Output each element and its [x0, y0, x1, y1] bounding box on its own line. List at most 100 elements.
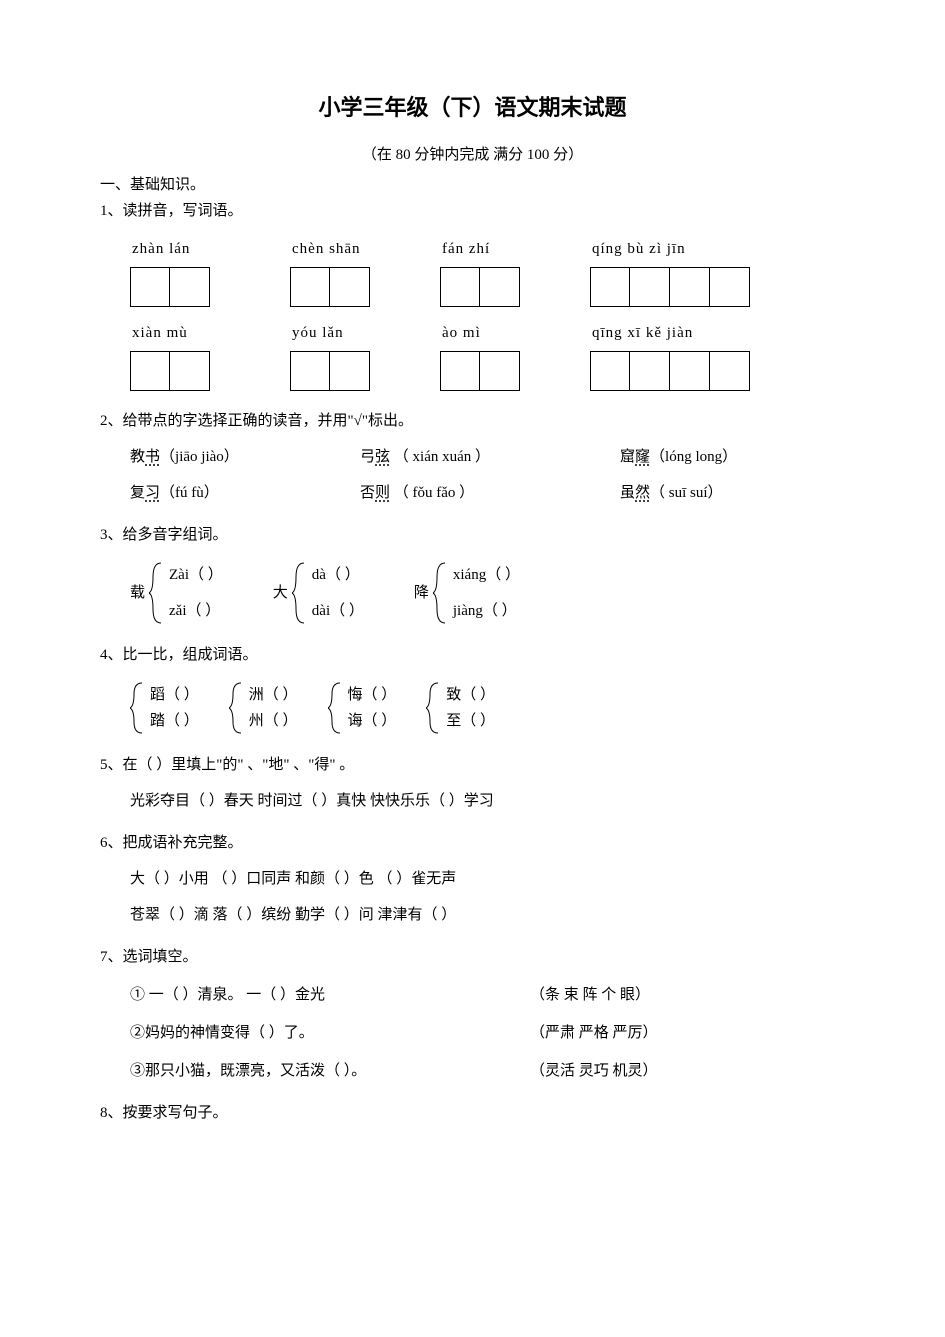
- pinyin: chèn shān: [290, 237, 361, 261]
- page-subtitle: （在 80 分钟内完成 满分 100 分）: [100, 143, 845, 167]
- q3-bot: jiàng（ ）: [453, 599, 520, 623]
- q3-opts: xiáng（ ） jiàng（ ）: [453, 563, 520, 623]
- q2-row2: 复习（fú fù） 否则 （ fǒu fǎo ） 虽然（ suī suí）: [130, 481, 845, 505]
- q4-row: 蹈（ ） 踏（ ） 洲（ ） 州（ ） 悔（ ） 诲（ ）: [130, 681, 845, 735]
- char-box[interactable]: [590, 267, 630, 307]
- q7-line1: ① 一（ ）清泉。 一（ ）金光 （条 束 阵 个 眼）: [130, 983, 845, 1007]
- q7-right: （灵活 灵巧 机灵）: [530, 1059, 658, 1083]
- char-box[interactable]: [290, 267, 330, 307]
- q6-label: 6、把成语补充完整。: [100, 831, 845, 855]
- char-box[interactable]: [290, 351, 330, 391]
- q2-opts: （ xián xuán ）: [390, 449, 490, 465]
- q2-dot: 习: [145, 485, 160, 501]
- q2-pre: 虽: [620, 485, 635, 501]
- char-box[interactable]: [130, 351, 170, 391]
- q3-top: dà（ ）: [312, 563, 364, 587]
- char-box[interactable]: [170, 351, 210, 391]
- char-box[interactable]: [670, 267, 710, 307]
- pinyin: ào mì: [440, 321, 481, 345]
- q4-group: 悔（ ） 诲（ ）: [328, 681, 397, 735]
- q2-opts: （fú fù）: [160, 485, 219, 501]
- q4-opts: 悔（ ） 诲（ ）: [348, 683, 397, 733]
- q5-label: 5、在（ ）里填上"的" 、"地" 、"得" 。: [100, 753, 845, 777]
- brace-icon: [433, 561, 447, 625]
- q2-opts: （lóng long）: [650, 449, 737, 465]
- q4-bot: 诲（ ）: [348, 709, 397, 733]
- q1-r1-g4: qíng bù zì jīn: [590, 237, 810, 307]
- char-box[interactable]: [170, 267, 210, 307]
- q3-opts: dà（ ） dài（ ）: [312, 563, 364, 623]
- q2-dot: 窿: [635, 449, 650, 465]
- q3-opts: Zài（ ） zǎi（ ）: [169, 563, 223, 623]
- q3-group: 降 xiáng（ ） jiàng（ ）: [414, 561, 520, 625]
- char-box[interactable]: [590, 351, 630, 391]
- section-1-heading: 一、基础知识。: [100, 173, 845, 197]
- char-box[interactable]: [440, 351, 480, 391]
- char-box[interactable]: [330, 351, 370, 391]
- brace-icon: [149, 561, 163, 625]
- q3-char: 载: [130, 581, 145, 605]
- char-box[interactable]: [670, 351, 710, 391]
- q7-right: （严肃 严格 严厉）: [530, 1021, 658, 1045]
- q2-item: 窟窿（lóng long）: [620, 445, 737, 469]
- char-box[interactable]: [130, 267, 170, 307]
- q3-char: 大: [273, 581, 288, 605]
- q1-r1-g1: zhàn lán: [130, 237, 290, 307]
- q1-row2: xiàn mù yóu lǎn ào mì qīng xī kě jiàn: [130, 321, 845, 391]
- q7-left: ③那只小猫，既漂亮，又活泼（ ）。: [130, 1059, 530, 1083]
- q7-line3: ③那只小猫，既漂亮，又活泼（ ）。 （灵活 灵巧 机灵）: [130, 1059, 845, 1083]
- q4-group: 洲（ ） 州（ ）: [229, 681, 298, 735]
- q4-opts: 洲（ ） 州（ ）: [249, 683, 298, 733]
- q3-group: 大 dà（ ） dài（ ）: [273, 561, 364, 625]
- q2-opts: （jiāo jiào）: [160, 449, 239, 465]
- q2-pre: 教: [130, 449, 145, 465]
- q1-r2-g3: ào mì: [440, 321, 590, 391]
- q4-top: 致（ ）: [446, 683, 495, 707]
- q2-item: 教书（jiāo jiào）: [130, 445, 360, 469]
- q1-label: 1、读拼音，写词语。: [100, 199, 845, 223]
- q7-right: （条 束 阵 个 眼）: [530, 983, 650, 1007]
- pinyin: fán zhí: [440, 237, 490, 261]
- char-box[interactable]: [710, 351, 750, 391]
- q7-label: 7、选词填空。: [100, 945, 845, 969]
- brace-icon: [130, 681, 144, 735]
- q2-row1: 教书（jiāo jiào） 弓弦 （ xián xuán ） 窟窿（lóng l…: [130, 445, 845, 469]
- char-box[interactable]: [630, 267, 670, 307]
- q2-dot: 则: [375, 485, 390, 501]
- q4-top: 蹈（ ）: [150, 683, 199, 707]
- q2-opts: （ suī suí）: [650, 485, 723, 501]
- char-box[interactable]: [710, 267, 750, 307]
- q2-item: 复习（fú fù）: [130, 481, 360, 505]
- q4-label: 4、比一比，组成词语。: [100, 643, 845, 667]
- q6-row1: 大（ ）小用 （ ）口同声 和颜（ ）色 （ ）雀无声: [130, 867, 845, 891]
- q3-top: Zài（ ）: [169, 563, 223, 587]
- q3-group: 载 Zài（ ） zǎi（ ）: [130, 561, 223, 625]
- q2-item: 否则 （ fǒu fǎo ）: [360, 481, 620, 505]
- q3-top: xiáng（ ）: [453, 563, 520, 587]
- q4-bot: 州（ ）: [249, 709, 298, 733]
- brace-icon: [229, 681, 243, 735]
- page-title: 小学三年级（下）语文期末试题: [100, 90, 845, 125]
- pinyin: qīng xī kě jiàn: [590, 321, 693, 345]
- q4-opts: 致（ ） 至（ ）: [446, 683, 495, 733]
- q8-label: 8、按要求写句子。: [100, 1101, 845, 1125]
- q2-dot: 弦: [375, 449, 390, 465]
- char-box[interactable]: [480, 351, 520, 391]
- q2-dot: 然: [635, 485, 650, 501]
- char-box[interactable]: [630, 351, 670, 391]
- q2-pre: 复: [130, 485, 145, 501]
- q4-top: 悔（ ）: [348, 683, 397, 707]
- char-box[interactable]: [330, 267, 370, 307]
- q2-pre: 弓: [360, 449, 375, 465]
- pinyin: xiàn mù: [130, 321, 188, 345]
- q4-group: 蹈（ ） 踏（ ）: [130, 681, 199, 735]
- q1-r2-g2: yóu lǎn: [290, 321, 440, 391]
- q1-row1: zhàn lán chèn shān fán zhí qíng bù zì jī…: [130, 237, 845, 307]
- q2-opts: （ fǒu fǎo ）: [390, 485, 474, 501]
- q2-item: 虽然（ suī suí）: [620, 481, 723, 505]
- q6-row2: 苍翠（ ）滴 落（ ）缤纷 勤学（ ）问 津津有（ ）: [130, 903, 845, 927]
- char-box[interactable]: [480, 267, 520, 307]
- q7-left: ① 一（ ）清泉。 一（ ）金光: [130, 983, 530, 1007]
- q3-bot: dài（ ）: [312, 599, 364, 623]
- char-box[interactable]: [440, 267, 480, 307]
